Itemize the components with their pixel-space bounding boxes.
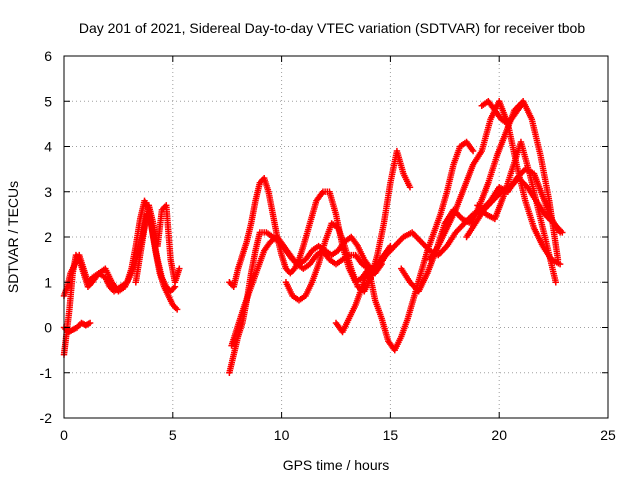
y-tick-label: 2 xyxy=(44,229,52,245)
y-tick-label: 5 xyxy=(44,93,52,109)
data-point xyxy=(556,260,564,268)
data-point xyxy=(86,319,94,327)
series-track-11 xyxy=(398,98,562,295)
y-tick-label: 1 xyxy=(44,274,52,290)
data-point xyxy=(559,229,566,236)
data-point xyxy=(552,279,559,286)
series-track-4 xyxy=(132,202,183,286)
data-point xyxy=(469,147,477,155)
data-point xyxy=(517,102,525,109)
x-axis-label: GPS time / hours xyxy=(283,457,390,473)
x-tick-label: 15 xyxy=(383,427,399,443)
y-tick-label: 4 xyxy=(44,139,52,155)
chart-title: Day 201 of 2021, Sidereal Day-to-day VTE… xyxy=(79,20,586,36)
x-tick-label: 10 xyxy=(274,427,290,443)
data-point xyxy=(406,184,414,191)
tick-labels: 0 5 10 15 20 25 -2 -1 0 1 2 3 4 5 6 xyxy=(40,48,616,443)
data-point xyxy=(173,306,181,313)
y-tick-label: 0 xyxy=(44,320,52,336)
series-track-6 xyxy=(226,229,394,376)
x-tick-label: 20 xyxy=(491,427,507,443)
x-tick-label: 25 xyxy=(600,427,616,443)
y-tick-label: 3 xyxy=(44,184,52,200)
x-tick-label: 0 xyxy=(60,427,68,443)
series-track-3 xyxy=(60,319,94,336)
series-track-15 xyxy=(478,98,525,128)
y-tick-label: -2 xyxy=(40,410,53,426)
series-track-14 xyxy=(474,138,559,286)
y-axis-label: SDTVAR / TECUs xyxy=(5,181,21,293)
series-track-7 xyxy=(228,233,385,349)
series-track-8 xyxy=(282,147,414,304)
axis-ticks xyxy=(63,55,609,419)
y-tick-label: 6 xyxy=(44,48,52,64)
y-tick-label: -1 xyxy=(40,365,53,381)
data-point xyxy=(176,265,183,272)
x-tick-label: 5 xyxy=(169,427,177,443)
data-points xyxy=(60,98,566,376)
